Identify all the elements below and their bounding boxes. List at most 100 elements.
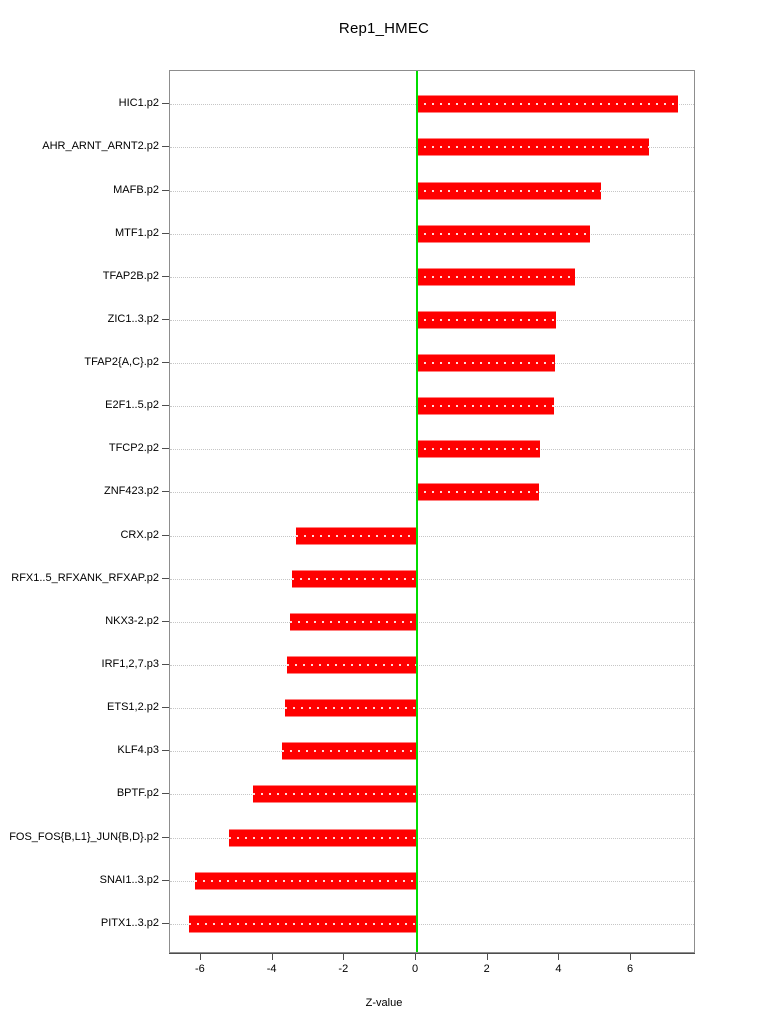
bar-hatch xyxy=(284,707,416,710)
bar-hatch xyxy=(416,146,649,149)
bar-edge xyxy=(284,699,416,701)
bar xyxy=(281,742,416,761)
bar xyxy=(284,699,416,718)
bar-edge xyxy=(291,586,416,588)
bar-edge xyxy=(189,914,416,916)
bar-edge xyxy=(416,241,591,243)
bar-edge xyxy=(295,543,416,545)
gridline xyxy=(170,794,694,796)
chart-title: Rep1_HMEC xyxy=(338,20,430,37)
bar-hatch xyxy=(286,663,416,666)
bar-edge xyxy=(286,655,416,657)
x-axis-tick-label: -6 xyxy=(195,963,205,975)
gridline xyxy=(170,578,694,580)
x-axis-tick-label: 4 xyxy=(555,963,562,975)
bar xyxy=(416,354,555,373)
bar xyxy=(416,267,575,286)
bar-hatch xyxy=(189,922,416,925)
bar-edge xyxy=(416,198,601,200)
y-axis-tick xyxy=(162,620,169,622)
y-axis-tick-label: MTF1.p2 xyxy=(114,226,159,239)
x-axis-tick xyxy=(486,953,488,960)
y-axis-tick xyxy=(162,750,169,752)
bar-edge xyxy=(416,267,575,269)
y-axis-tick xyxy=(162,103,169,105)
y-axis-labels: HIC1.p2 AHR_ARNT_ARNT2.p2 MAFB.p2 MTF1.p2 TF… xyxy=(0,70,159,953)
bar-edge xyxy=(416,397,555,399)
y-axis-tick-label: PITX1..3.p2 xyxy=(100,916,159,929)
y-axis-tick xyxy=(162,836,169,838)
bar xyxy=(295,526,416,545)
bar xyxy=(252,785,416,804)
bar-hatch xyxy=(416,491,540,494)
y-axis-tick xyxy=(162,793,169,795)
bar-edge xyxy=(295,526,416,528)
y-axis-tick-label: ETS1,2.p2 xyxy=(107,701,159,714)
y-axis-tick-label: FOS_FOS{B,L1}_JUN{B,D}.p2 xyxy=(9,830,159,843)
gridline xyxy=(170,621,694,623)
bar xyxy=(416,440,541,459)
y-axis-tick-label: TFAP2{A,C}.p2 xyxy=(84,356,159,369)
y-axis-tick xyxy=(162,491,169,493)
bar xyxy=(290,612,416,631)
x-axis-tick xyxy=(199,953,201,960)
gridline xyxy=(170,837,694,839)
y-axis-tick-label: NKX3-2.p2 xyxy=(105,614,159,627)
bar-hatch xyxy=(295,534,416,537)
y-axis-tick-label: IRF1,2,7.p3 xyxy=(101,657,159,670)
gridline xyxy=(170,535,694,537)
bar xyxy=(416,397,555,416)
bar-edge xyxy=(229,845,416,847)
bar-edge xyxy=(416,371,555,373)
gridline xyxy=(170,708,694,710)
y-axis-tick xyxy=(162,318,169,320)
y-axis-tick-label: TFCP2.p2 xyxy=(108,442,159,455)
bar xyxy=(195,871,416,890)
bar-hatch xyxy=(416,275,575,278)
bar-hatch xyxy=(416,362,555,365)
bar xyxy=(416,138,649,157)
x-axis-tick-label: -4 xyxy=(266,963,277,975)
y-axis-tick-label: CRX.p2 xyxy=(120,528,159,541)
bar xyxy=(416,224,591,243)
gridline xyxy=(170,751,694,753)
bar-hatch xyxy=(252,793,416,796)
bar-edge xyxy=(195,871,416,873)
y-axis-tick-label: AHR_ARNT_ARNT2.p2 xyxy=(42,140,159,153)
bar-hatch xyxy=(416,232,591,235)
plot-area xyxy=(169,70,695,953)
y-axis-tick xyxy=(162,405,169,407)
gridline xyxy=(170,923,694,925)
bar xyxy=(291,569,416,588)
y-axis-tick xyxy=(162,146,169,148)
bar xyxy=(416,310,556,329)
bar-edge xyxy=(416,138,649,140)
bar-edge xyxy=(416,155,649,157)
bar xyxy=(286,655,416,674)
bar-edge xyxy=(416,112,679,114)
x-axis-tick-label: 2 xyxy=(483,963,490,975)
y-axis-tick xyxy=(162,922,169,924)
y-axis-tick-label: SNAI1..3.p2 xyxy=(99,873,159,886)
bar-edge xyxy=(286,672,416,674)
bar-edge xyxy=(416,457,541,459)
y-axis-tick-label: KLF4.p3 xyxy=(117,744,159,757)
bar-edge xyxy=(290,612,416,614)
bar-edge xyxy=(229,828,416,830)
y-axis-tick-label: BPTF.p2 xyxy=(116,787,159,800)
bar-edge xyxy=(189,931,416,933)
x-axis-tick-label: -2 xyxy=(338,963,349,975)
bar xyxy=(189,914,416,933)
x-axis-tick xyxy=(415,953,416,960)
bar-edge xyxy=(281,759,416,761)
x-axis-tick xyxy=(630,953,632,960)
bar-edge xyxy=(291,569,416,571)
bar-edge xyxy=(281,742,416,744)
bar-edge xyxy=(416,95,679,97)
y-axis-tick xyxy=(162,232,169,234)
bar xyxy=(416,95,679,114)
y-axis-tick xyxy=(162,663,169,665)
bar-hatch xyxy=(195,879,416,882)
bar xyxy=(416,181,601,200)
